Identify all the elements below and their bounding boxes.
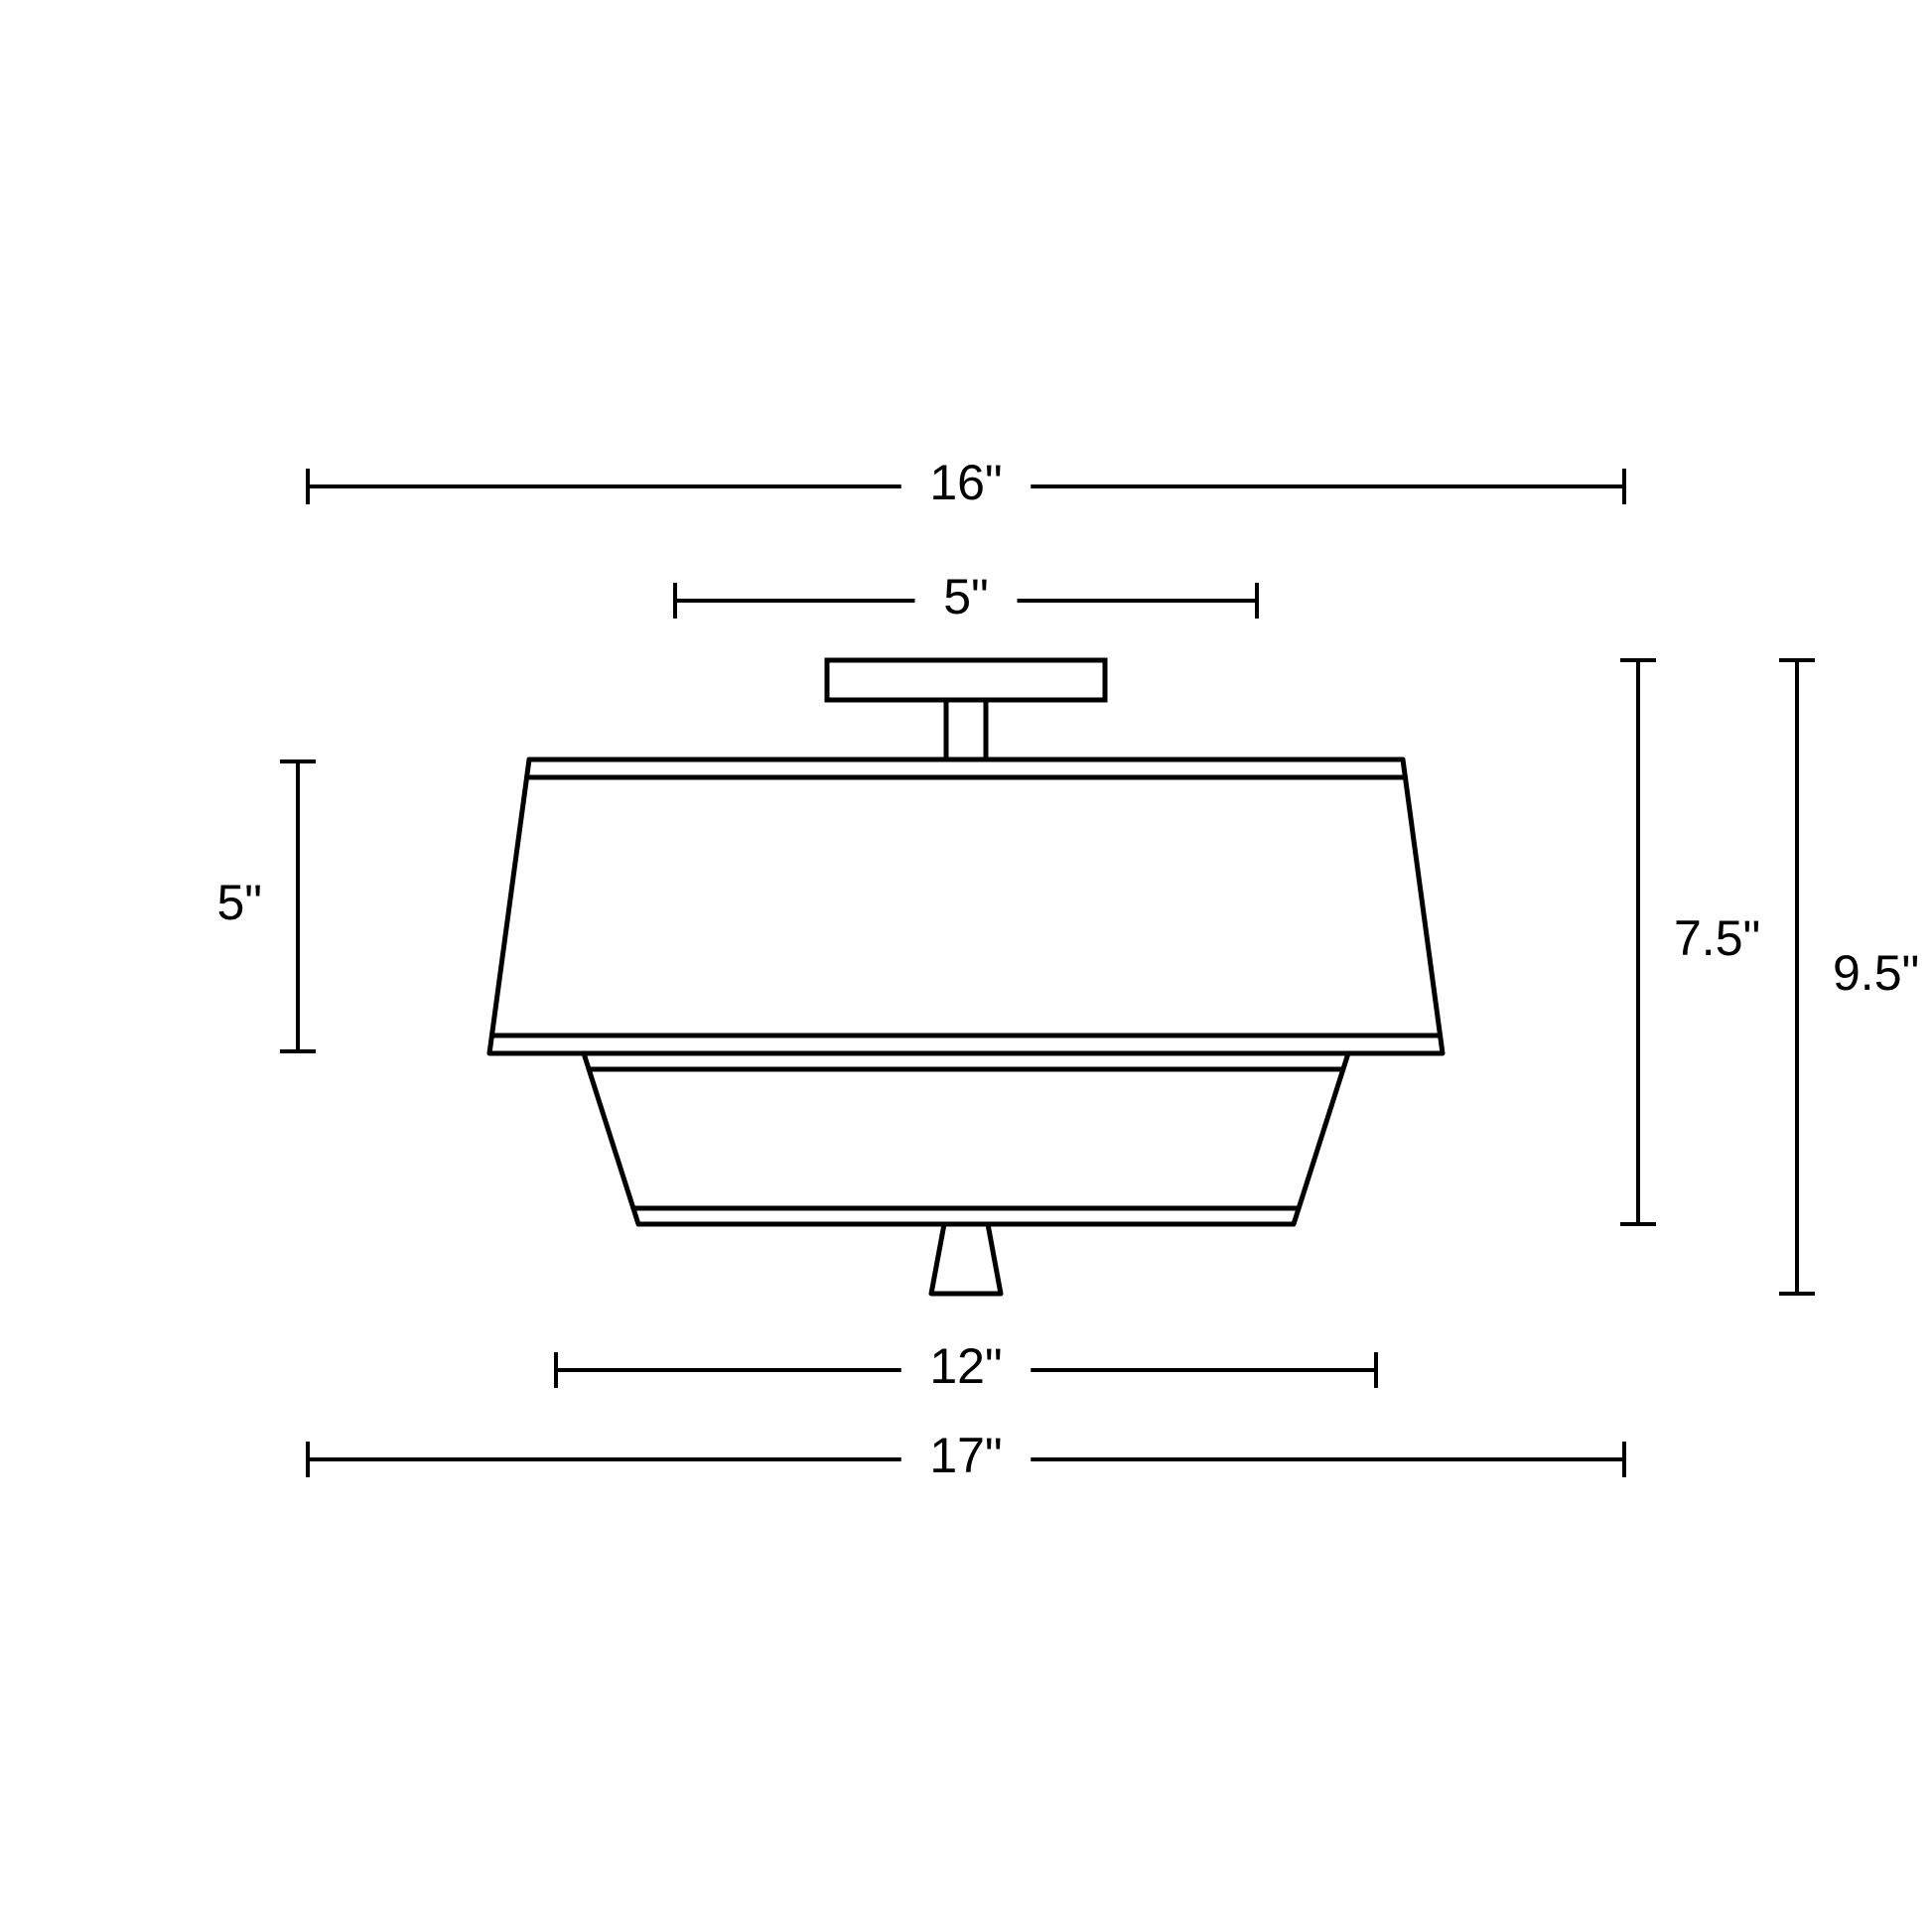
dim-right-outer-label: 9.5" xyxy=(1833,945,1919,1001)
dim-bottom-inner-label: 12" xyxy=(929,1338,1002,1394)
dim-top-outer-label: 16" xyxy=(929,455,1002,510)
dim-top-inner-label: 5" xyxy=(943,569,989,624)
dim-right-outer xyxy=(1779,660,1815,1294)
dim-left xyxy=(280,761,316,1051)
dim-right-inner xyxy=(1620,660,1656,1224)
fixture-drawing xyxy=(489,660,1443,1294)
dim-right-inner-label: 7.5" xyxy=(1674,910,1760,966)
dim-bottom-outer-label: 17" xyxy=(929,1428,1002,1483)
dim-left-label: 5" xyxy=(216,875,262,930)
